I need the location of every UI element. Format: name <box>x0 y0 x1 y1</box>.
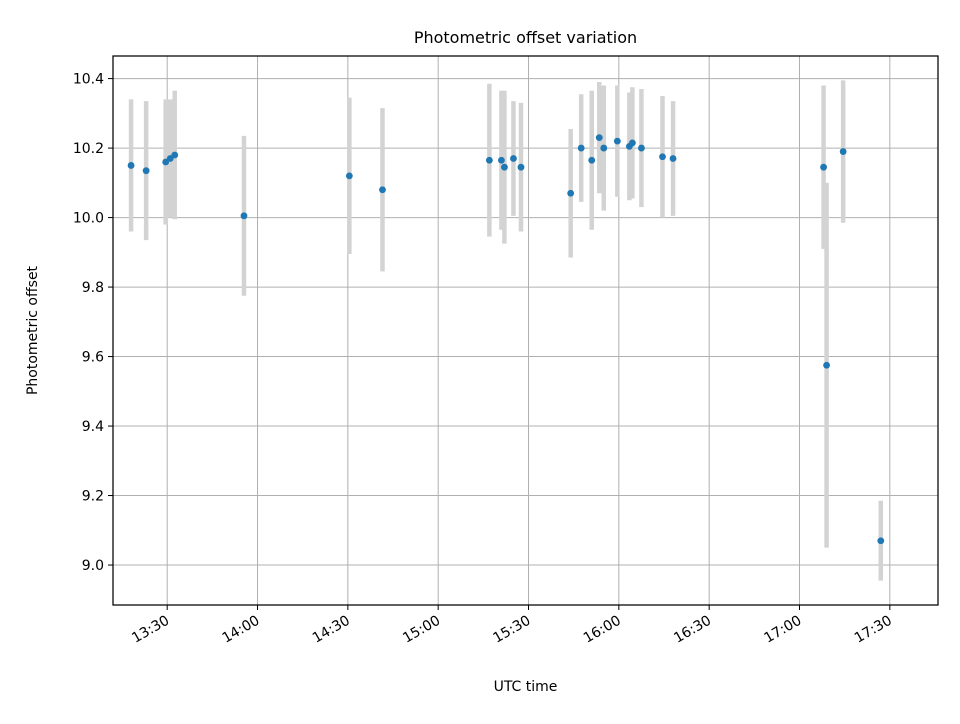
y-tick-label: 9.2 <box>82 489 104 505</box>
data-point <box>171 151 179 159</box>
data-point <box>595 134 603 142</box>
data-point <box>345 172 353 180</box>
plot-frame <box>112 55 939 606</box>
data-point <box>501 163 508 171</box>
data-point <box>127 162 135 169</box>
y-axis-label: Photometric offset <box>25 265 41 395</box>
data-point <box>600 144 608 152</box>
data-point <box>628 139 636 147</box>
y-tick-label: 10.4 <box>73 72 104 88</box>
data-point <box>498 156 505 164</box>
data-point <box>485 156 493 164</box>
x-axis-label: UTC time <box>494 679 558 695</box>
data-point <box>577 144 585 152</box>
data-point <box>517 163 525 171</box>
axis-ticks: 13:30 14:00 14:30 15:00 15:30 16:00 16:30 17:00… <box>73 72 895 647</box>
y-tick-label: 9.6 <box>82 350 104 366</box>
y-tick-label: 10.2 <box>73 141 104 157</box>
data-point <box>613 137 621 145</box>
data-point <box>142 167 150 175</box>
data-point <box>588 156 596 164</box>
data-point <box>379 186 386 194</box>
data-point <box>820 163 827 171</box>
y-tick-label: 10.0 <box>73 211 104 227</box>
y-tick-label: 9.4 <box>82 419 104 435</box>
data-point <box>240 212 248 220</box>
data-point <box>877 537 885 545</box>
y-tick-label: 9.8 <box>82 280 104 296</box>
y-tick-label: 9.0 <box>82 558 104 574</box>
data-point <box>510 155 517 162</box>
data-point <box>638 144 645 152</box>
data-point <box>669 155 677 162</box>
data-point <box>567 189 575 197</box>
data-point <box>823 361 830 369</box>
data-points <box>127 134 885 545</box>
chart-title: Photometric offset variation <box>414 28 637 47</box>
data-point <box>839 148 847 155</box>
data-point <box>659 153 666 161</box>
